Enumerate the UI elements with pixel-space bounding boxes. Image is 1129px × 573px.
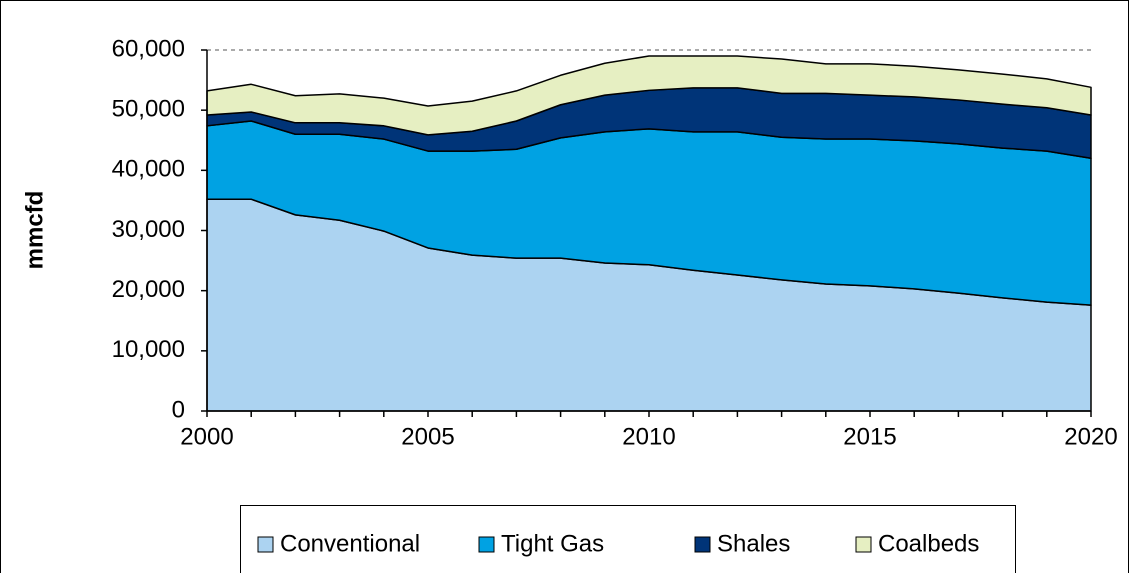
x-tick-label: 2020 bbox=[1064, 423, 1117, 450]
y-tick-label: 30,000 bbox=[112, 216, 185, 243]
legend-swatch bbox=[478, 536, 495, 553]
y-tick-label: 20,000 bbox=[112, 276, 185, 303]
x-tick-label: 2005 bbox=[401, 423, 454, 450]
x-tick-label: 2010 bbox=[622, 423, 675, 450]
legend-box bbox=[240, 505, 1016, 573]
legend-label: Conventional bbox=[280, 530, 420, 557]
y-tick-label: 50,000 bbox=[112, 96, 185, 123]
legend-label: Coalbeds bbox=[878, 530, 979, 557]
legend-label: Shales bbox=[717, 530, 790, 557]
x-tick-label: 2000 bbox=[180, 423, 233, 450]
y-tick-label: 60,000 bbox=[112, 35, 185, 62]
x-tick-label: 2015 bbox=[843, 423, 896, 450]
legend-swatch bbox=[694, 536, 711, 553]
legend: Conventional Tight Gas Shales Coalbeds bbox=[240, 505, 1016, 573]
area bbox=[206, 55, 1092, 136]
legend-swatch bbox=[855, 536, 872, 553]
y-tick-label: 0 bbox=[172, 396, 185, 423]
y-tick-label: 40,000 bbox=[112, 156, 185, 183]
legend-swatch bbox=[257, 536, 274, 553]
y-tick-label: 10,000 bbox=[112, 336, 185, 363]
legend-label: Tight Gas bbox=[501, 530, 604, 557]
y-axis-label: mmcfd bbox=[21, 191, 48, 270]
